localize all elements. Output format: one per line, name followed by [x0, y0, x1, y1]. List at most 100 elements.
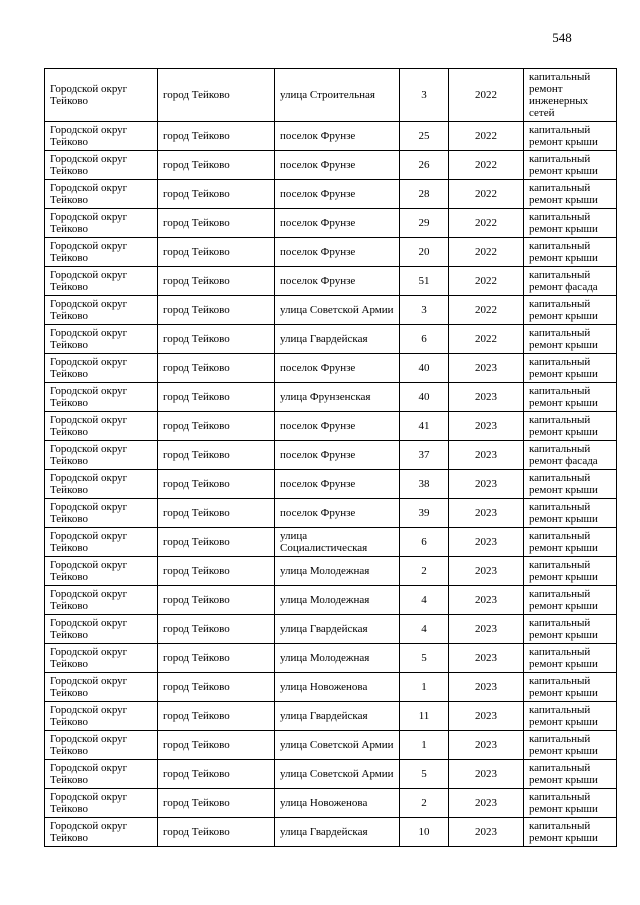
cell-city: город Тейково — [157, 179, 275, 209]
cell-district: Городской округ Тейково — [44, 411, 158, 441]
cell-city: город Тейково — [157, 121, 275, 151]
table-row: Городской округ Тейково город Тейково улиц… — [44, 382, 617, 412]
cell-repair-type: капитальный ремонт крыши — [523, 469, 617, 499]
cell-city: город Тейково — [157, 643, 275, 673]
cell-street: улица Молодежная — [274, 585, 400, 615]
cell-house-number: 38 — [399, 469, 449, 499]
cell-repair-type: капитальный ремонт крыши — [523, 353, 617, 383]
cell-city: город Тейково — [157, 817, 275, 847]
cell-repair-type: капитальный ремонт крыши — [523, 295, 617, 325]
cell-year: 2022 — [448, 208, 524, 238]
cell-year: 2023 — [448, 817, 524, 847]
cell-repair-type: капитальный ремонт крыши — [523, 237, 617, 267]
cell-street: улица Гвардейская — [274, 614, 400, 644]
cell-year: 2023 — [448, 527, 524, 557]
cell-city: город Тейково — [157, 498, 275, 528]
cell-house-number: 28 — [399, 179, 449, 209]
cell-year: 2023 — [448, 672, 524, 702]
cell-district: Городской округ Тейково — [44, 556, 158, 586]
cell-house-number: 25 — [399, 121, 449, 151]
cell-city: город Тейково — [157, 440, 275, 470]
table-row: Городской округ Тейково город Тейково улиц… — [44, 324, 617, 354]
cell-repair-type: капитальный ремонт крыши — [523, 208, 617, 238]
cell-district: Городской округ Тейково — [44, 701, 158, 731]
cell-repair-type: капитальный ремонт крыши — [523, 150, 617, 180]
cell-street: поселок Фрунзе — [274, 208, 400, 238]
cell-house-number: 5 — [399, 643, 449, 673]
cell-year: 2023 — [448, 353, 524, 383]
cell-repair-type: капитальный ремонт инженерных сетей — [523, 68, 617, 122]
cell-district: Городской округ Тейково — [44, 208, 158, 238]
cell-house-number: 2 — [399, 556, 449, 586]
cell-year: 2023 — [448, 585, 524, 615]
cell-city: город Тейково — [157, 759, 275, 789]
cell-city: город Тейково — [157, 150, 275, 180]
cell-repair-type: капитальный ремонт крыши — [523, 527, 617, 557]
cell-year: 2023 — [448, 411, 524, 441]
cell-street: поселок Фрунзе — [274, 266, 400, 296]
cell-street: улица Молодежная — [274, 643, 400, 673]
cell-district: Городской округ Тейково — [44, 121, 158, 151]
cell-repair-type: капитальный ремонт фасада — [523, 440, 617, 470]
cell-street: улица Фрунзенская — [274, 382, 400, 412]
cell-repair-type: капитальный ремонт крыши — [523, 672, 617, 702]
cell-district: Городской округ Тейково — [44, 759, 158, 789]
cell-city: город Тейково — [157, 469, 275, 499]
table-row: Городской округ Тейково город Тейково улиц… — [44, 788, 617, 818]
cell-district: Городской округ Тейково — [44, 295, 158, 325]
cell-street: улица Советской Армии — [274, 295, 400, 325]
cell-house-number: 3 — [399, 295, 449, 325]
cell-house-number: 5 — [399, 759, 449, 789]
cell-repair-type: капитальный ремонт крыши — [523, 179, 617, 209]
cell-year: 2023 — [448, 469, 524, 499]
table-row: Городской округ Тейково город Тейково посе… — [44, 150, 617, 180]
cell-street: улица Гвардейская — [274, 817, 400, 847]
cell-street: улица Социалистическая — [274, 527, 400, 557]
table-row: Городской округ Тейково город Тейково улиц… — [44, 672, 617, 702]
cell-city: город Тейково — [157, 788, 275, 818]
table-row: Городской округ Тейково город Тейково улиц… — [44, 701, 617, 731]
cell-house-number: 51 — [399, 266, 449, 296]
cell-repair-type: капитальный ремонт крыши — [523, 759, 617, 789]
cell-street: улица Новоженова — [274, 672, 400, 702]
cell-year: 2022 — [448, 150, 524, 180]
cell-district: Городской округ Тейково — [44, 150, 158, 180]
table-row: Городской округ Тейково город Тейково посе… — [44, 121, 617, 151]
cell-district: Городской округ Тейково — [44, 817, 158, 847]
table-row: Городской округ Тейково город Тейково улиц… — [44, 614, 617, 644]
cell-district: Городской округ Тейково — [44, 672, 158, 702]
cell-repair-type: капитальный ремонт крыши — [523, 614, 617, 644]
cell-city: город Тейково — [157, 585, 275, 615]
cell-repair-type: капитальный ремонт крыши — [523, 324, 617, 354]
table-row: Городской округ Тейково город Тейково посе… — [44, 353, 617, 383]
cell-house-number: 40 — [399, 353, 449, 383]
table-row: Городской округ Тейково город Тейково посе… — [44, 411, 617, 441]
table-row: Городской округ Тейково город Тейково посе… — [44, 440, 617, 470]
cell-street: поселок Фрунзе — [274, 353, 400, 383]
cell-year: 2023 — [448, 643, 524, 673]
cell-city: город Тейково — [157, 68, 275, 122]
table-row: Городской округ Тейково город Тейково посе… — [44, 237, 617, 267]
cell-repair-type: капитальный ремонт крыши — [523, 643, 617, 673]
cell-house-number: 1 — [399, 672, 449, 702]
cell-year: 2022 — [448, 121, 524, 151]
table-row: Городской округ Тейково город Тейково посе… — [44, 179, 617, 209]
cell-district: Городской округ Тейково — [44, 585, 158, 615]
cell-repair-type: капитальный ремонт крыши — [523, 382, 617, 412]
cell-house-number: 4 — [399, 585, 449, 615]
cell-house-number: 1 — [399, 730, 449, 760]
table-row: Городской округ Тейково город Тейково улиц… — [44, 817, 617, 847]
cell-district: Городской округ Тейково — [44, 469, 158, 499]
cell-year: 2023 — [448, 788, 524, 818]
cell-house-number: 39 — [399, 498, 449, 528]
cell-year: 2023 — [448, 440, 524, 470]
cell-repair-type: капитальный ремонт фасада — [523, 266, 617, 296]
table-row: Городской округ Тейково город Тейково посе… — [44, 498, 617, 528]
cell-repair-type: капитальный ремонт крыши — [523, 585, 617, 615]
cell-house-number: 37 — [399, 440, 449, 470]
cell-city: город Тейково — [157, 614, 275, 644]
cell-house-number: 29 — [399, 208, 449, 238]
cell-house-number: 10 — [399, 817, 449, 847]
cell-year: 2022 — [448, 295, 524, 325]
